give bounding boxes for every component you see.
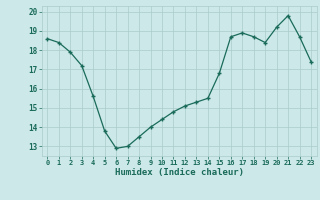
X-axis label: Humidex (Indice chaleur): Humidex (Indice chaleur) bbox=[115, 168, 244, 177]
